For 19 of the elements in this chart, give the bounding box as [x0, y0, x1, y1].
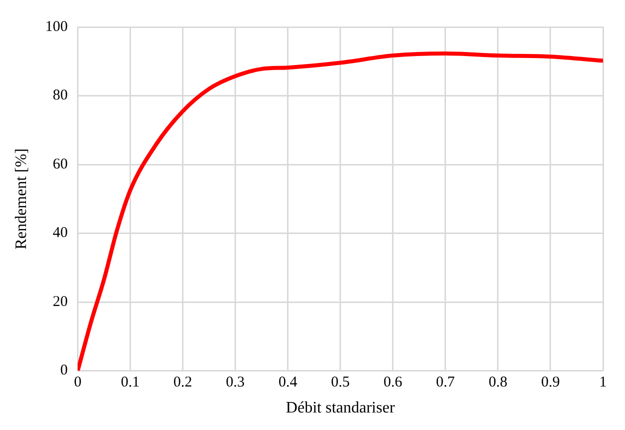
y-tick-label: 100	[45, 18, 68, 35]
y-axis-title: Rendement [%]	[12, 148, 30, 250]
x-tick-label: 0.8	[488, 374, 508, 391]
x-tick-label: 0.5	[330, 374, 350, 391]
x-tick-label: 0.4	[278, 374, 298, 391]
y-tick-label: 80	[52, 88, 68, 104]
x-tick-label: 0.6	[384, 374, 403, 391]
x-tick-label: 0	[74, 374, 82, 391]
x-tick-label: 0.9	[541, 374, 560, 391]
x-tick-label: 1	[599, 374, 607, 391]
x-tick-label: 0.2	[173, 374, 192, 391]
y-tick-label: 60	[52, 156, 68, 172]
y-tick-label: 0	[60, 362, 68, 379]
x-tick-label: 0.1	[120, 374, 140, 391]
y-tick-label: 20	[52, 294, 68, 310]
y-tick-label: 40	[52, 225, 68, 242]
x-tick-label: 0.7	[436, 374, 456, 391]
x-tick-label: 0.3	[226, 374, 245, 391]
x-axis-title: Débit standariser	[286, 400, 396, 417]
